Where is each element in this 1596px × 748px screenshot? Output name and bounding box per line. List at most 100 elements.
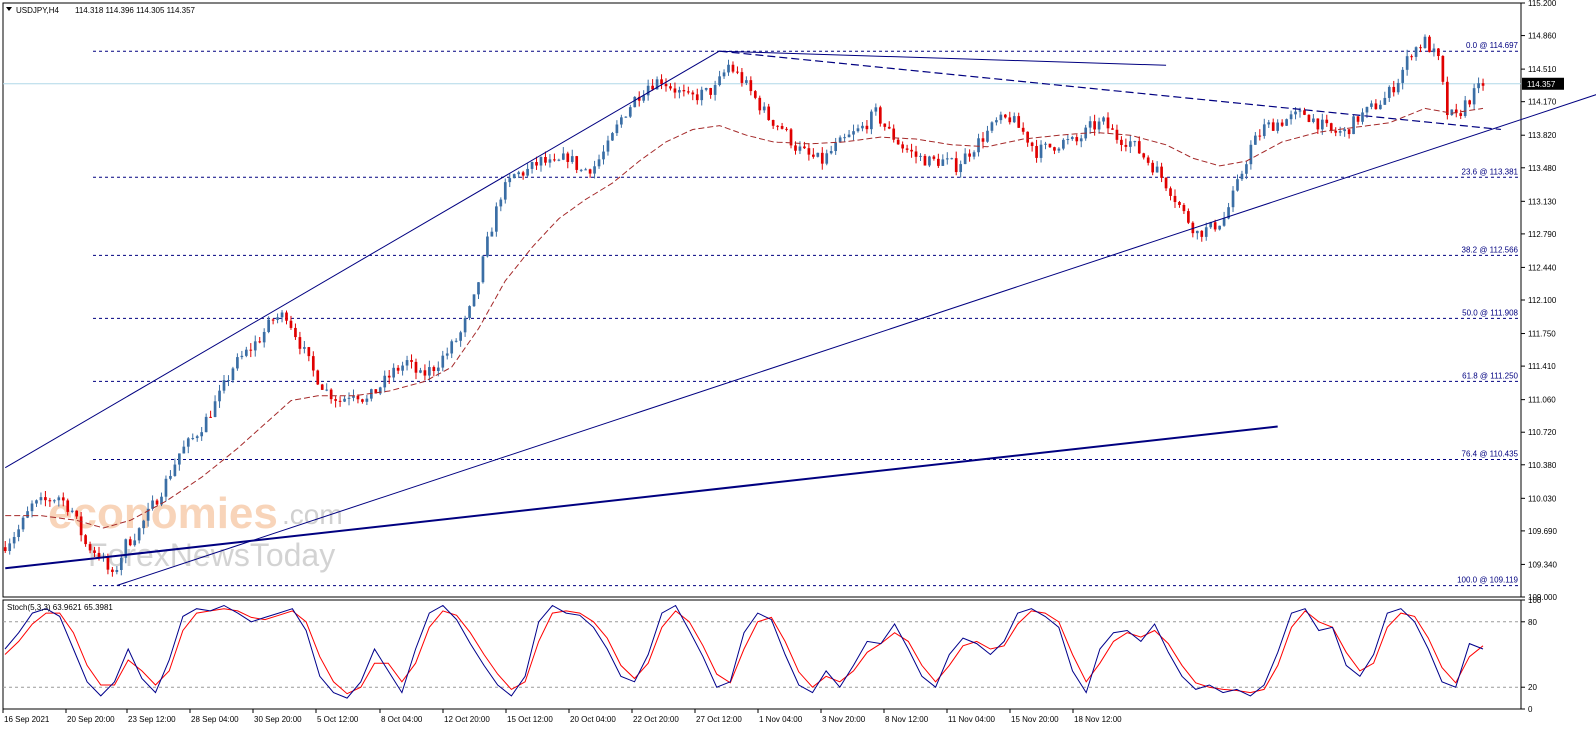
candle [535, 156, 538, 170]
candle-body [896, 139, 900, 145]
candle-body [1008, 117, 1012, 123]
candle-body [1111, 128, 1114, 130]
candle-body [990, 122, 994, 131]
candle [1053, 146, 1056, 155]
candle [387, 370, 391, 384]
candle [1236, 174, 1239, 192]
candle [704, 87, 708, 92]
candle-body [1222, 218, 1226, 226]
candle-body [945, 158, 949, 160]
fib-level-label: 76.4 @ 110.435 [1462, 450, 1519, 459]
candle [1303, 107, 1306, 116]
price-y-tick-label: 114.510 [1528, 65, 1557, 74]
price-y-tick-label: 110.720 [1528, 428, 1557, 437]
candle-body [1021, 127, 1025, 132]
candle [1437, 48, 1440, 61]
candle [1097, 117, 1101, 134]
candle-body [1463, 100, 1467, 116]
candle-body [1044, 143, 1047, 145]
price-y-tick-label: 112.790 [1528, 230, 1557, 239]
candle [753, 89, 757, 100]
candle-body [218, 390, 221, 402]
candle [892, 124, 896, 143]
candle [1450, 109, 1454, 116]
candle [361, 398, 364, 404]
candle-body [1200, 230, 1204, 237]
candle-body [392, 367, 396, 378]
candle-body [3, 547, 7, 552]
candle [124, 538, 128, 564]
candle-body [1030, 142, 1034, 146]
candle-body [285, 312, 288, 321]
candle [209, 410, 212, 418]
candle-body [928, 156, 931, 166]
candle [959, 160, 963, 178]
candle-body [695, 94, 699, 101]
candle [1477, 77, 1480, 94]
candle-body [870, 111, 873, 130]
candle [1222, 211, 1226, 227]
candle-body [387, 375, 391, 378]
candle [472, 294, 476, 307]
candle-body [414, 361, 418, 373]
candle-body [21, 517, 25, 530]
candle-body [303, 347, 306, 349]
candle [26, 506, 29, 519]
candle [1249, 140, 1253, 170]
candle-body [463, 318, 467, 333]
candle-body [365, 398, 369, 402]
candle [365, 394, 369, 406]
candle-body [481, 256, 485, 283]
fib-level-label: 100.0 @ 109.119 [1457, 576, 1518, 585]
candle [1231, 186, 1235, 213]
candle-body [861, 125, 864, 129]
candle [874, 103, 878, 116]
candle [709, 87, 712, 99]
candle-body [106, 557, 110, 570]
candle-body [200, 432, 204, 437]
stochastic-panel: 100 80 20 0 Stoch(5,3,3) 63.9621 65.3981 [3, 596, 1542, 714]
candle [271, 318, 275, 325]
candle-body [445, 353, 449, 356]
candle-body [588, 169, 592, 174]
candle-body [1347, 129, 1351, 135]
price-y-tick-label: 109.000 [1528, 593, 1557, 602]
candle [1164, 177, 1168, 192]
candle-body [807, 148, 811, 155]
candle [450, 339, 454, 359]
candle-body [142, 520, 145, 529]
candle-body [820, 152, 824, 164]
candle-body [624, 116, 628, 118]
candle-body [119, 557, 123, 570]
candle [35, 499, 38, 507]
candle-body [977, 138, 980, 153]
candle [1338, 126, 1342, 137]
candle-body [709, 88, 712, 95]
fib-level-label: 61.8 @ 111.250 [1462, 371, 1518, 380]
candle [1405, 49, 1409, 76]
candle-body [1387, 86, 1391, 98]
candle [646, 79, 650, 101]
candle-body [240, 355, 244, 358]
candle-body [1204, 227, 1208, 237]
candle [454, 338, 458, 343]
candle [820, 147, 824, 170]
candle-body [959, 164, 963, 173]
candle [517, 170, 521, 179]
candle-body [758, 97, 762, 111]
watermark-brand: economies [48, 489, 278, 538]
candle [1191, 221, 1195, 238]
candle-body [780, 126, 784, 129]
candle-body [1437, 48, 1440, 57]
candle-body [454, 340, 458, 342]
candle-body [646, 85, 650, 96]
candle [347, 392, 351, 406]
price-y-tick-label: 113.480 [1528, 164, 1557, 173]
candle [369, 388, 373, 402]
candle-body [1383, 97, 1387, 105]
candle [218, 384, 221, 408]
candle-body [325, 389, 329, 391]
stoch-main-line [4, 604, 1484, 699]
candle [1254, 131, 1257, 145]
